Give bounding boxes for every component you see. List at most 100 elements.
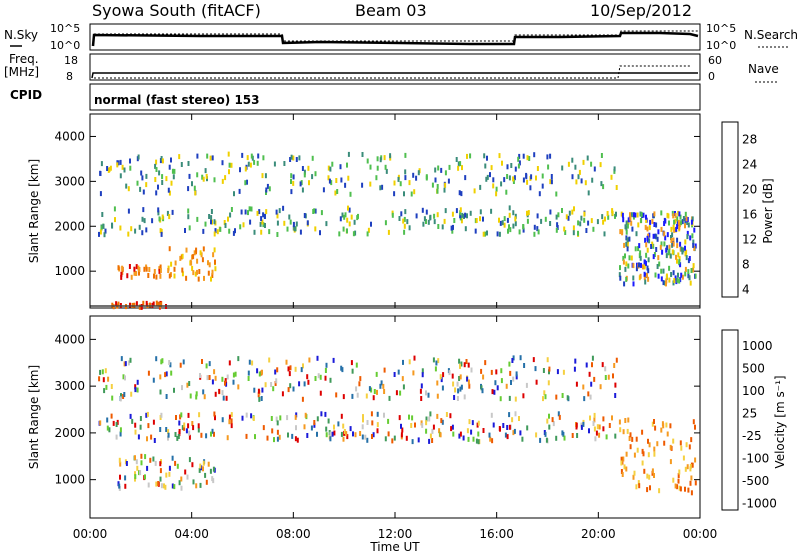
data-mark (178, 429, 181, 434)
data-mark (687, 222, 690, 228)
data-mark (230, 423, 233, 429)
data-mark (491, 389, 494, 395)
data-mark (686, 217, 689, 222)
data-mark (264, 173, 267, 179)
data-mark (598, 432, 601, 438)
data-mark (668, 244, 671, 250)
data-mark (670, 235, 672, 240)
data-mark (626, 237, 629, 243)
data-mark (429, 215, 432, 221)
power-frame (89, 113, 701, 309)
data-mark (623, 464, 626, 470)
data-mark (477, 431, 480, 437)
data-mark (159, 264, 162, 270)
data-mark (658, 261, 661, 267)
data-mark (508, 395, 511, 401)
data-mark (688, 444, 691, 450)
data-mark (273, 161, 276, 167)
data-mark (684, 211, 687, 217)
data-mark (672, 241, 675, 247)
data-mark (646, 235, 649, 241)
data-mark (205, 363, 208, 369)
data-mark (137, 434, 140, 440)
data-mark (686, 230, 689, 236)
ytick-label: 1000 (54, 264, 85, 278)
data-mark (254, 434, 256, 440)
data-mark (602, 426, 605, 432)
data-mark (521, 436, 524, 442)
data-mark (587, 190, 590, 196)
data-mark (611, 210, 614, 216)
data-mark (210, 215, 213, 221)
data-mark (147, 273, 150, 278)
data-mark (512, 179, 515, 184)
data-mark (274, 369, 277, 375)
data-mark (515, 371, 518, 377)
data-mark (421, 368, 424, 374)
xtick-label: 04:00 (174, 527, 209, 541)
colorbar-tick: -100 (742, 451, 769, 465)
data-mark (168, 360, 171, 365)
data-mark (319, 374, 322, 380)
data-mark (111, 302, 114, 308)
data-mark (660, 226, 663, 232)
data-mark (274, 381, 277, 386)
data-mark (480, 385, 483, 391)
velocity-frame (89, 315, 701, 519)
data-mark (514, 221, 517, 227)
data-mark (369, 181, 372, 187)
data-mark (264, 223, 266, 228)
data-mark (425, 428, 428, 434)
data-mark (644, 237, 647, 243)
data-mark (143, 266, 146, 272)
data-mark (509, 370, 512, 376)
data-mark (131, 418, 134, 424)
data-mark (361, 424, 364, 430)
data-mark (227, 216, 229, 222)
data-mark (679, 241, 682, 247)
data-mark (293, 226, 296, 232)
data-mark (593, 412, 596, 418)
data-mark (626, 428, 629, 434)
data-mark (668, 265, 671, 271)
data-mark (202, 460, 205, 466)
data-mark (370, 387, 373, 393)
data-mark (508, 224, 510, 230)
beam-title: Beam 03 (355, 1, 427, 20)
data-mark (563, 226, 566, 232)
data-mark (159, 427, 162, 432)
nsearch-label: N.Search (744, 28, 798, 42)
data-mark (247, 161, 250, 167)
data-mark (402, 359, 404, 365)
data-mark (653, 451, 656, 457)
data-mark (316, 416, 319, 422)
data-mark (346, 228, 348, 234)
data-mark (606, 211, 609, 216)
data-mark (398, 415, 401, 421)
data-mark (158, 266, 161, 272)
data-mark (441, 419, 444, 425)
data-mark (275, 209, 278, 215)
data-mark (276, 429, 279, 435)
data-mark (203, 394, 206, 400)
data-mark (450, 225, 453, 231)
data-mark (152, 301, 155, 307)
data-mark (427, 219, 430, 225)
data-mark (179, 255, 182, 261)
data-mark (525, 174, 528, 180)
data-mark (138, 224, 141, 230)
data-mark (677, 272, 679, 278)
data-mark (212, 252, 215, 258)
data-mark (99, 369, 102, 375)
data-mark (633, 452, 636, 458)
data-mark (311, 155, 314, 161)
data-mark (548, 413, 550, 419)
data-mark (621, 212, 624, 218)
data-mark (391, 212, 394, 218)
colorbar-tick: -500 (742, 474, 769, 488)
data-mark (543, 390, 546, 396)
data-mark (159, 476, 162, 482)
data-mark (216, 229, 219, 235)
colorbar-tick: 20 (742, 183, 757, 197)
data-mark (464, 226, 467, 232)
